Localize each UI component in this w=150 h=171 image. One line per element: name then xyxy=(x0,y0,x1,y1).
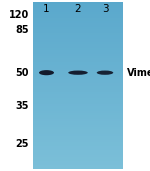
Text: 50: 50 xyxy=(16,68,29,78)
Bar xyxy=(33,131,123,134)
Bar xyxy=(33,110,123,113)
Bar xyxy=(33,161,123,163)
Bar xyxy=(33,167,123,169)
Bar xyxy=(33,125,123,127)
Bar xyxy=(33,90,123,92)
Bar xyxy=(33,60,123,62)
Bar xyxy=(33,83,123,86)
Bar xyxy=(33,12,123,14)
Bar xyxy=(33,102,123,104)
Bar xyxy=(33,163,123,165)
Bar xyxy=(33,144,123,146)
Bar xyxy=(33,2,123,4)
Bar xyxy=(33,8,123,10)
Bar xyxy=(33,152,123,155)
Bar xyxy=(33,150,123,153)
Bar xyxy=(33,87,123,90)
Bar xyxy=(33,50,123,52)
Bar xyxy=(33,136,123,138)
Text: 120: 120 xyxy=(9,10,29,19)
Bar xyxy=(33,117,123,119)
Bar xyxy=(33,127,123,129)
Bar xyxy=(33,73,123,75)
Bar xyxy=(33,81,123,83)
Bar xyxy=(33,123,123,125)
Bar xyxy=(33,138,123,140)
Bar xyxy=(33,64,123,67)
Bar xyxy=(33,48,123,50)
Ellipse shape xyxy=(97,71,113,75)
Bar xyxy=(33,41,123,44)
Bar xyxy=(33,56,123,58)
Bar xyxy=(33,27,123,29)
Bar xyxy=(33,115,123,117)
Bar xyxy=(33,121,123,123)
Bar xyxy=(33,96,123,98)
Bar xyxy=(33,142,123,144)
Bar xyxy=(33,52,123,54)
Text: 35: 35 xyxy=(16,101,29,111)
Bar xyxy=(33,43,123,46)
Bar xyxy=(33,129,123,132)
Bar xyxy=(33,69,123,71)
Bar xyxy=(33,92,123,94)
Bar xyxy=(33,148,123,150)
Bar xyxy=(33,108,123,111)
Bar xyxy=(33,29,123,31)
Bar xyxy=(33,22,123,25)
Bar xyxy=(33,54,123,56)
Bar xyxy=(33,62,123,65)
Text: 85: 85 xyxy=(16,25,29,35)
Bar xyxy=(33,98,123,100)
Bar xyxy=(33,67,123,69)
Bar xyxy=(33,154,123,157)
Text: 1: 1 xyxy=(43,4,50,14)
Text: Vimentin: Vimentin xyxy=(127,68,150,78)
Bar xyxy=(33,75,123,77)
Ellipse shape xyxy=(68,71,88,75)
Bar xyxy=(33,31,123,33)
Text: 25: 25 xyxy=(16,140,29,149)
Bar xyxy=(33,35,123,37)
Bar xyxy=(33,20,123,23)
Bar xyxy=(33,71,123,73)
Bar xyxy=(33,6,123,8)
Bar xyxy=(33,4,123,6)
Bar xyxy=(33,79,123,81)
Bar xyxy=(33,157,123,159)
Bar xyxy=(33,106,123,109)
Bar xyxy=(33,94,123,96)
Bar xyxy=(33,16,123,18)
Bar xyxy=(33,58,123,60)
Bar xyxy=(33,2,123,169)
Bar xyxy=(33,45,123,48)
Bar xyxy=(33,33,123,35)
Bar xyxy=(33,159,123,161)
Bar xyxy=(33,77,123,79)
Bar xyxy=(33,85,123,88)
Bar xyxy=(33,14,123,16)
Bar xyxy=(33,100,123,102)
Bar xyxy=(33,146,123,148)
Bar xyxy=(33,113,123,115)
Bar xyxy=(33,104,123,106)
Bar xyxy=(33,10,123,12)
Text: 3: 3 xyxy=(102,4,108,14)
Bar xyxy=(33,140,123,142)
Bar xyxy=(33,165,123,167)
Bar xyxy=(33,119,123,121)
Bar xyxy=(33,39,123,42)
Bar xyxy=(33,37,123,40)
Bar xyxy=(33,18,123,21)
Ellipse shape xyxy=(39,70,54,75)
Bar xyxy=(33,134,123,136)
Bar xyxy=(33,25,123,27)
Text: 2: 2 xyxy=(75,4,81,14)
